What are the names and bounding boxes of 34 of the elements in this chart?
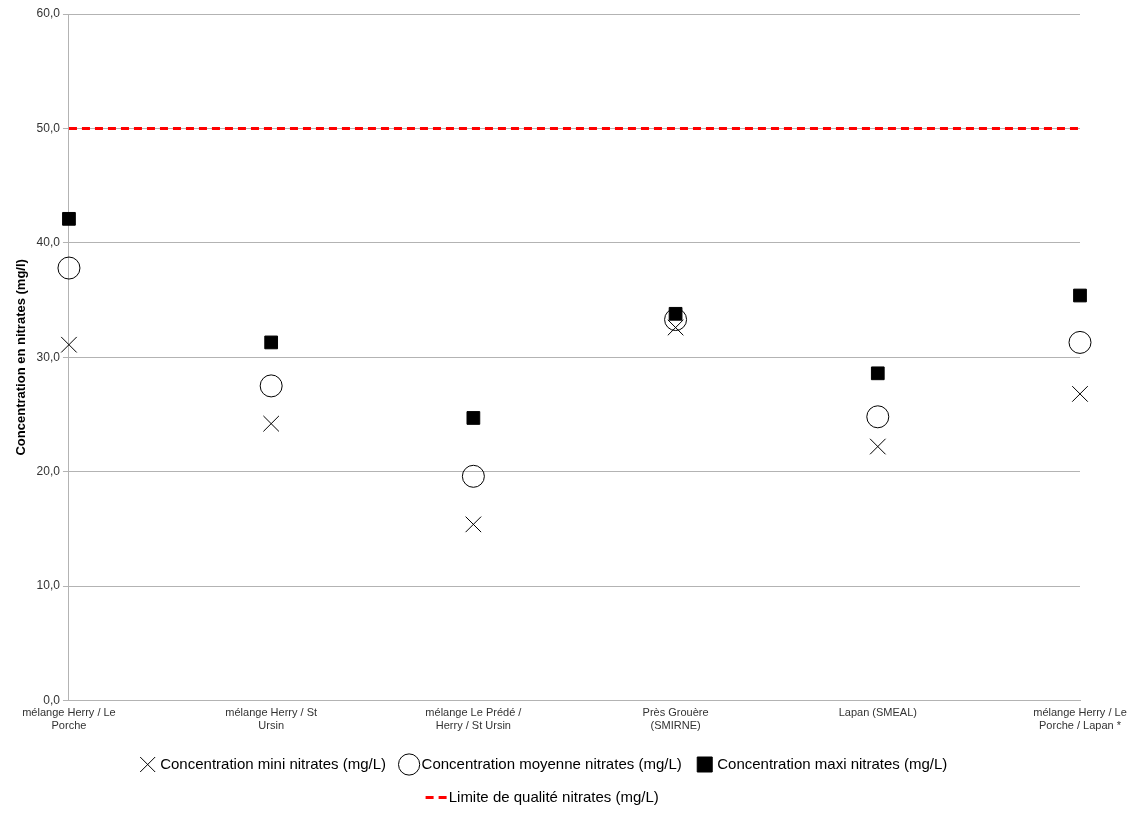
point [466, 411, 481, 425]
legend-label: Concentration moyenne nitrates (mg/L) [421, 754, 682, 772]
y-tick-label: 40,0 [36, 235, 61, 250]
y-tick-label: 0,0 [43, 692, 61, 707]
y-tick-label: 10,0 [36, 578, 61, 593]
point [664, 308, 688, 332]
x-tick-label: Lapan (SMEAL) [838, 706, 917, 719]
x-tick-label: mélange Herry / Le Porche [22, 706, 116, 732]
point [1068, 330, 1092, 354]
point [869, 438, 887, 455]
point [262, 415, 280, 432]
point [57, 256, 81, 280]
point [465, 516, 482, 533]
point [461, 464, 485, 488]
point [870, 366, 885, 381]
point [1073, 288, 1087, 303]
legend-label: Concentration maxi nitrates (mg/L) [717, 754, 948, 772]
y-tick-label: 20,0 [36, 464, 61, 479]
point [60, 336, 78, 353]
y-tick-label: 50,0 [36, 120, 61, 135]
x-tick-label: mélange Le Prédé / Herry / St Ursin [425, 706, 523, 732]
point [259, 374, 283, 398]
y-tick-label: 30,0 [36, 349, 61, 364]
point [264, 335, 279, 350]
x-tick-label: mélange Herry / St Ursin [225, 706, 318, 732]
legend-label: Concentration mini nitrates (mg/L) [160, 754, 387, 772]
x-tick-label: Près Grouère (SMIRNE) [642, 706, 709, 732]
point [1071, 385, 1089, 403]
y-axis-title: Concentration en nitrates (mg/l) [13, 259, 29, 456]
point [62, 211, 76, 226]
y-tick-label: 60,0 [36, 6, 61, 21]
point [866, 405, 890, 429]
legend-label: Limite de qualité nitrates (mg/L) [448, 787, 659, 805]
x-tick-label: mélange Herry / Le Porche / Lapan * [1033, 706, 1127, 732]
